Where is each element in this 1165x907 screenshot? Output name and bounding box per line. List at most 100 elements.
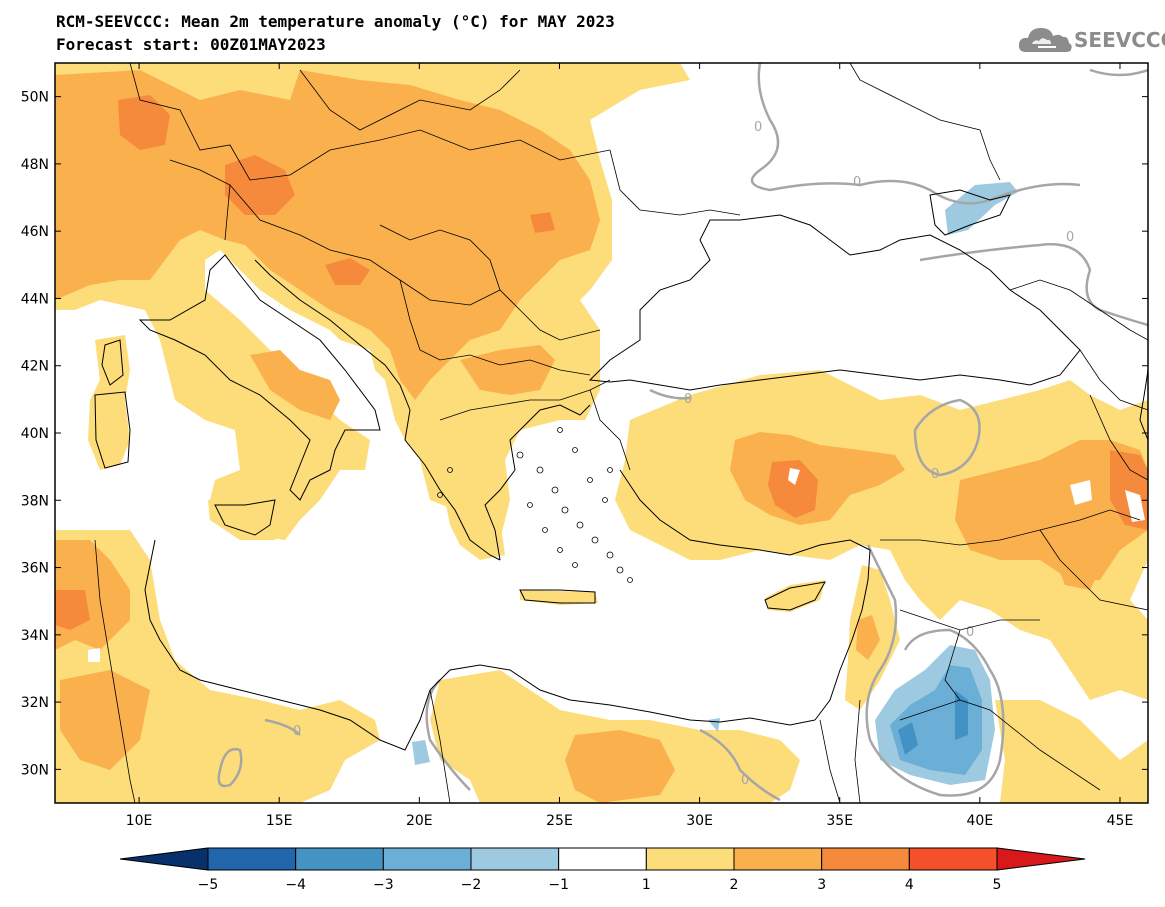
contour-label: 0 <box>966 625 974 640</box>
cloud-icon <box>1018 28 1072 52</box>
anomaly-peak-hungary <box>530 212 555 233</box>
lon-tick-label: 35E <box>826 813 853 829</box>
forecast-start: Forecast start: 00Z01MAY2023 <box>56 35 326 54</box>
colorbar-bin <box>295 847 384 871</box>
colorbar-label: −2 <box>461 877 482 893</box>
contour-label: 0 <box>741 773 749 788</box>
contour-label: 0 <box>931 467 939 482</box>
latitude-axis: 30N 32N 34N 36N 38N 40N 42N 44N 46N 48N 50N <box>21 90 1148 778</box>
lat-tick-label: 36N <box>21 561 49 577</box>
anomaly-region-cyprus <box>765 580 825 612</box>
lat-tick-label: 46N <box>21 224 49 240</box>
anomaly-peak-anatolia <box>768 460 818 518</box>
anomaly-hole-iraq-north <box>1070 480 1092 505</box>
colorbar-bin <box>470 847 560 871</box>
anomaly-peak-germany <box>118 95 170 150</box>
anomaly-peak-balkans <box>325 258 370 285</box>
anomaly-hole-anatolia <box>788 468 800 485</box>
anomaly-region-sardinia <box>88 335 130 470</box>
zero-contour-levant <box>865 544 1005 797</box>
lat-tick-label: 48N <box>21 157 49 173</box>
lat-tick-label: 32N <box>21 695 49 711</box>
zero-contour-ukraine <box>750 63 1081 205</box>
anomaly-region-arabia <box>995 700 1148 803</box>
anomaly-negative-libya <box>412 740 430 765</box>
lat-tick-label: 30N <box>21 762 49 778</box>
zero-contour-labels: 0 0 0 0 0 0 0 0 <box>293 120 1074 788</box>
anomaly-core-italy-south <box>250 350 340 420</box>
lon-tick-label: 20E <box>406 813 433 829</box>
lat-tick-label: 38N <box>21 493 49 509</box>
anomaly-core-libya <box>60 670 150 770</box>
anomaly-negative-egypt <box>708 718 720 732</box>
anomaly-core-balkans <box>460 345 555 395</box>
colorbar-bin <box>558 847 647 871</box>
anomaly-negative-azov <box>945 182 1018 235</box>
contour-label: 0 <box>1066 230 1074 245</box>
anomaly-fields: 0 0 0 0 0 0 0 0 <box>55 63 1148 803</box>
map-title: RCM-SEEVCCC: Mean 2m temperature anomaly… <box>56 12 615 31</box>
colorbar-bin <box>207 847 297 871</box>
colorbar-bin <box>382 847 472 871</box>
zero-contour-tunisia <box>217 747 243 788</box>
colorbar-label: 4 <box>905 877 914 893</box>
anomaly-core-egypt <box>565 730 675 803</box>
contour-label: 0 <box>853 175 861 190</box>
lon-tick-label: 40E <box>967 813 994 829</box>
contour-label: 0 <box>754 120 762 135</box>
aegean-islands <box>437 427 633 583</box>
anomaly-core-central-europe <box>55 70 600 400</box>
anomaly-core-east-turkey <box>955 440 1148 580</box>
colorbar: −5 −4 −3 −2 −1 1 2 3 4 5 <box>119 847 1086 893</box>
lon-tick-label: 10E <box>126 813 153 829</box>
coastlines <box>94 189 1148 751</box>
anomaly-core-anatolia <box>730 432 905 525</box>
lon-tick-label: 25E <box>546 813 573 829</box>
colorbar-label: 3 <box>817 877 826 893</box>
anomaly-peak-africa <box>55 590 90 630</box>
zero-contours <box>217 63 1148 802</box>
country-borders <box>94 63 1148 803</box>
anomaly-core-lebanon <box>856 615 880 660</box>
colorbar-arrow-high <box>996 847 1086 871</box>
anomaly-negative-jordan-peak2 <box>955 690 968 740</box>
anomaly-region-greece-south <box>445 500 505 560</box>
lon-tick-label: 45E <box>1107 813 1134 829</box>
anomaly-core-iraq <box>1055 540 1100 590</box>
lat-tick-label: 40N <box>21 426 49 442</box>
lat-tick-label: 44N <box>21 291 49 307</box>
lat-tick-label: 42N <box>21 359 49 375</box>
colorbar-label: −1 <box>548 877 569 893</box>
colorbar-bin <box>733 847 823 871</box>
lon-tick-label: 30E <box>686 813 713 829</box>
lat-tick-label: 34N <box>21 628 49 644</box>
anomaly-hole-tunisia <box>88 648 100 662</box>
zero-contour-caucasus <box>1089 68 1148 77</box>
contour-label: 0 <box>684 392 692 407</box>
anomaly-region-sicily <box>208 500 285 540</box>
lat-tick-label: 50N <box>21 90 49 106</box>
colorbar-label: −3 <box>373 877 394 893</box>
zero-contour-russia <box>919 243 1148 327</box>
longitude-axis: 10E 15E 20E 25E 30E 35E 40E 45E <box>126 63 1134 829</box>
zero-contour-bulgaria <box>649 388 691 400</box>
seevccc-logo: SEEVCCC <box>1018 22 1165 56</box>
colorbar-label: −5 <box>198 877 219 893</box>
logo-text: SEEVCCC <box>1074 28 1165 52</box>
contour-label: 0 <box>293 724 301 739</box>
anomaly-hole-east-turkey <box>1125 490 1145 522</box>
colorbar-bin <box>821 847 910 871</box>
zero-contour-turkey-east <box>913 398 981 477</box>
lon-tick-label: 15E <box>266 813 293 829</box>
colorbar-bin <box>645 847 735 871</box>
colorbar-label: −4 <box>285 877 306 893</box>
colorbar-label: 5 <box>993 877 1002 893</box>
colorbar-label: 2 <box>730 877 739 893</box>
zero-contour-africa-west <box>264 718 301 736</box>
colorbar-arrow-low <box>119 847 209 871</box>
colorbar-bin <box>908 847 998 871</box>
zero-contour-egypt <box>699 728 781 802</box>
anomaly-negative-jordan-peak <box>898 722 918 755</box>
colorbar-label: 1 <box>642 877 651 893</box>
